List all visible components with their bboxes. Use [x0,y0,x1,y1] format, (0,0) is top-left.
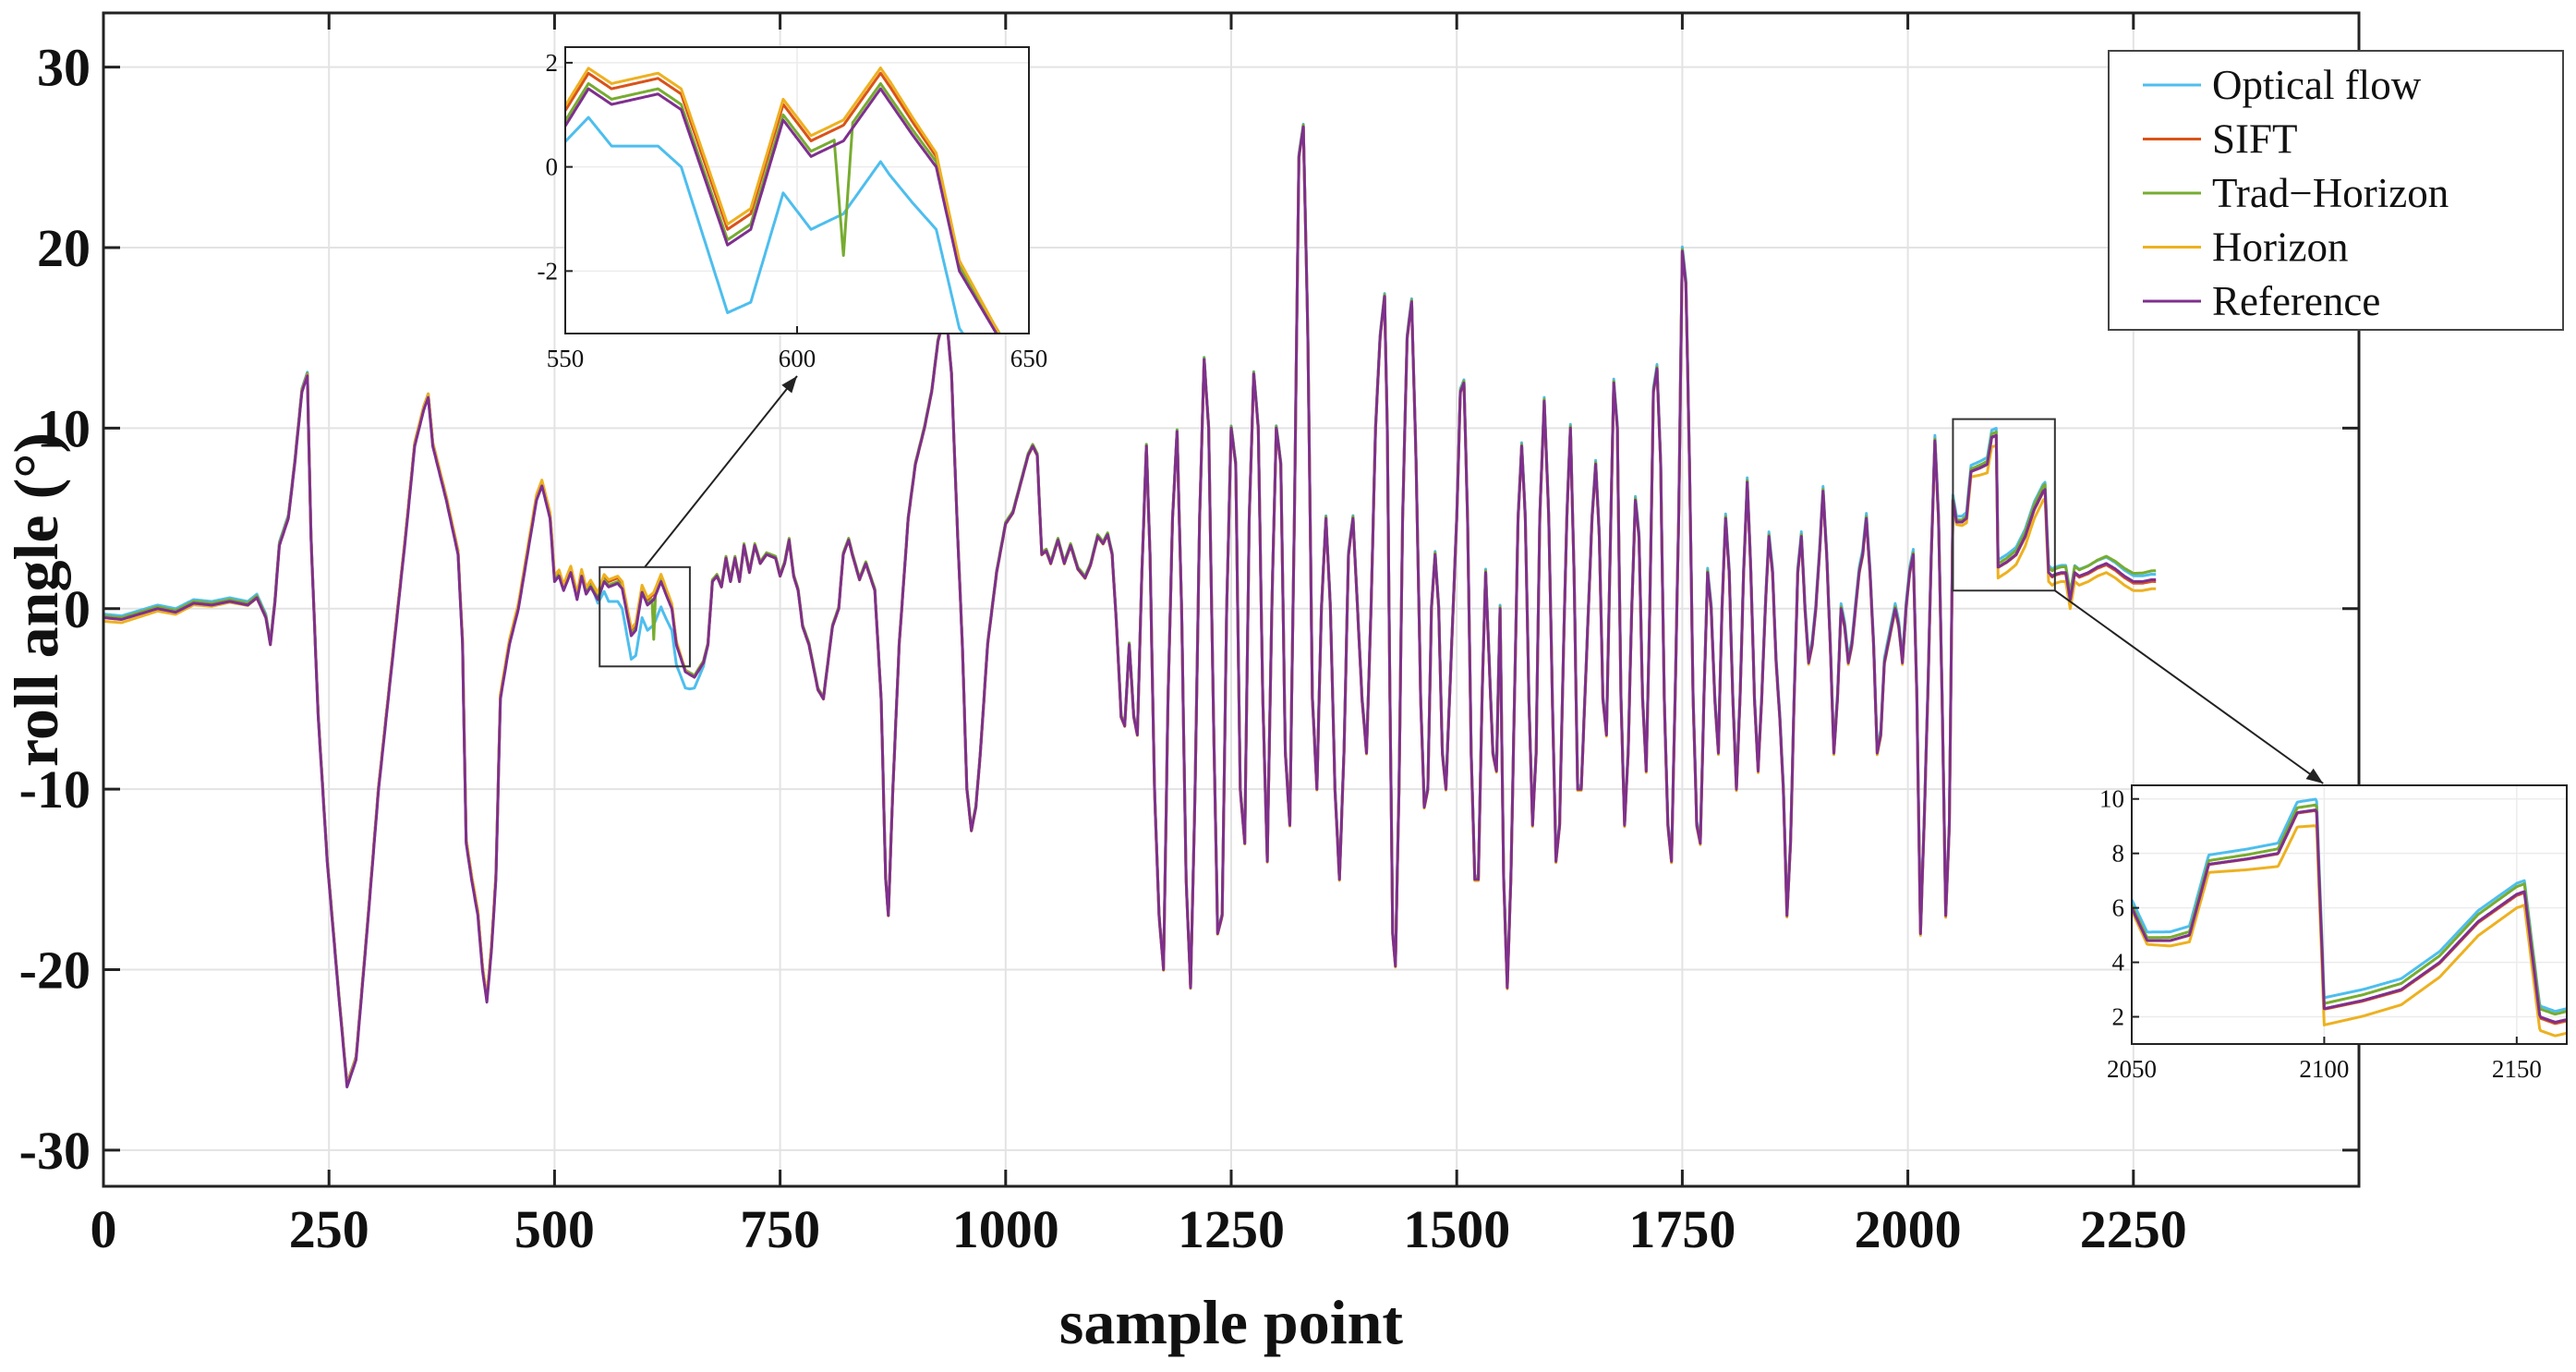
inset-2-series [2132,797,2567,1038]
main-plot-series [103,122,2157,1088]
inset-2-pointer-line [2054,589,2324,784]
y-tick-label: 10 [37,398,91,458]
inset-1-pointer-line [644,375,798,568]
y-tick-label: 0 [64,579,91,639]
inset-2-y-tick-label: 2 [2112,1003,2125,1031]
legend-label: SIFT [2212,116,2298,163]
legend-label: Horizon [2212,225,2348,271]
inset-2-y-tick-label: 8 [2112,840,2125,868]
inset-1-line-optical-flow [565,115,965,334]
x-tick-label: 1000 [952,1199,1059,1259]
y-tick-label: 20 [37,218,91,278]
x-tick-label: 1500 [1403,1199,1510,1259]
x-tick-label: 500 [514,1199,595,1259]
y-tick-label: -10 [19,759,91,820]
y-tick-label: 30 [37,38,91,98]
inset-2-x-tick-label: 2050 [2107,1055,2157,1083]
zoom-indicators [599,375,2324,784]
legend-label: Trad−Horizon [2212,170,2449,216]
main-axis-ticks: 0 250 500 750 1000 1250 1500 1750 2000 2250-30-20… [19,13,2359,1259]
inset-1-x-tick-label: 550 [547,345,585,372]
y-tick-label: -20 [19,941,91,1001]
inset-2-background [2132,785,2567,1044]
legend-box [2108,50,2564,331]
x-tick-label: 2250 [2080,1199,2187,1259]
inset-1-y-tick-label: 2 [546,49,559,77]
inset-2-frame [2131,784,2568,1045]
inset-1-y-tick-label: 0 [546,153,559,181]
x-tick-label: 1750 [1628,1199,1735,1259]
inset-1-series [565,67,1001,334]
y-tick-label: -30 [19,1121,91,1181]
inset-2-zoom-box [1952,418,2056,592]
inset-1: 550 600 650 -2 0 2 [538,46,1048,372]
series-line-reference [103,125,2157,1088]
legend-label: Optical flow [2212,62,2422,108]
inset-1-line-horizon [565,67,1001,334]
legend: Optical flow SIFT Trad−Horizon Horizon Refer… [2108,50,2564,331]
inset-1-y-tick-label: -2 [538,257,559,285]
inset-2-line-reference [2132,808,2567,1024]
y-axis-title: roll angle (°) [1,432,71,767]
inset-2-line-horizon [2132,824,2567,1038]
inset-2-arrowhead [2305,768,2324,783]
x-tick-label: 750 [740,1199,820,1259]
inset-2-y-tick-label: 10 [2099,785,2124,813]
inset-2-x-tick-label: 2100 [2299,1055,2349,1083]
x-tick-label: 0 [91,1199,117,1259]
legend-label: Reference [2212,278,2380,324]
inset-plots: 550 600 650 -2 0 2 2050 2100 2150 2 4 6 8 10 [538,46,2568,1083]
inset-2-x-tick-label: 2150 [2492,1055,2542,1083]
inset-2-y-tick-label: 4 [2112,949,2125,977]
legend-items: Optical flow SIFT Trad−Horizon Horizon Refer… [2143,62,2449,324]
inset-2-y-tick-label: 6 [2112,894,2125,922]
inset-1-x-tick-label: 600 [779,345,816,372]
inset-2-line-optical-flow [2132,797,2567,1013]
inset-1-line-reference [565,87,998,334]
x-tick-label: 1250 [1178,1199,1285,1259]
x-axis-title: sample point [1059,1287,1404,1357]
inset-2: 2050 2100 2150 2 4 6 8 10 [2099,784,2568,1083]
inset-1-arrowhead [781,376,797,394]
inset-1-x-tick-label: 650 [1010,345,1048,372]
x-tick-label: 250 [289,1199,369,1259]
x-tick-label: 2000 [1855,1199,1962,1259]
